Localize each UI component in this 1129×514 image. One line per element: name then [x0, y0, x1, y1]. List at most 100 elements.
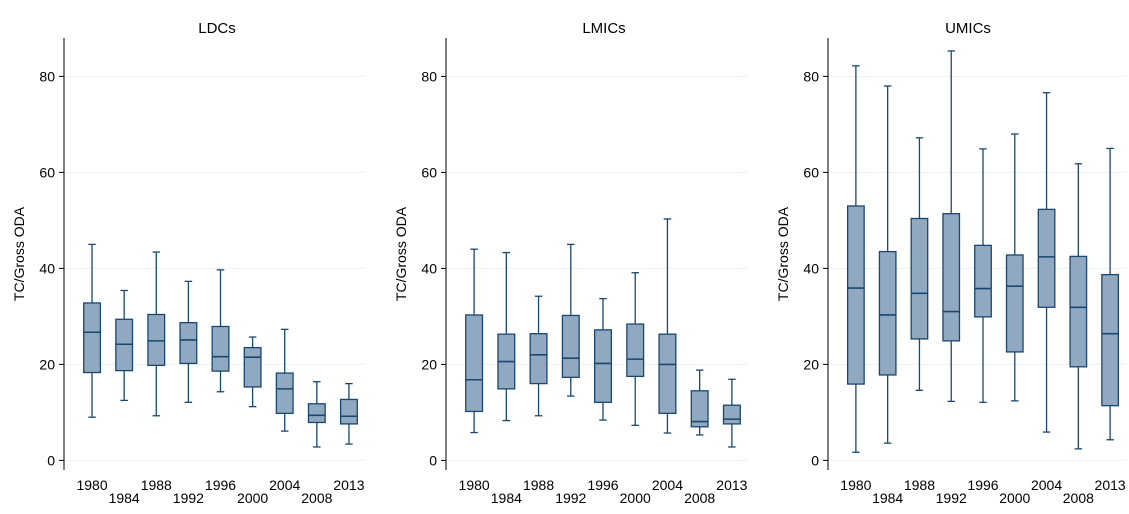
box-2000 [1005, 133, 1024, 402]
iqr-box [1101, 273, 1120, 407]
y-tick-label: 0 [429, 452, 437, 468]
y-tick-label: 40 [39, 260, 55, 276]
box-1988 [529, 295, 548, 417]
iqr-box [179, 321, 198, 365]
iqr-box [275, 372, 294, 415]
box-2004 [658, 218, 677, 434]
box-1992 [561, 243, 580, 397]
x-tick-label: 2013 [333, 477, 364, 493]
x-tick-label: 2008 [301, 490, 332, 506]
y-tick-label: 60 [421, 164, 437, 180]
box-2008 [307, 381, 326, 448]
box-1984 [878, 85, 897, 444]
x-tick-label: 1988 [523, 477, 554, 493]
iqr-box [846, 205, 865, 385]
x-tick-label: 1992 [936, 490, 967, 506]
x-tick-label: 1996 [205, 477, 236, 493]
x-tick-label: 1992 [555, 490, 586, 506]
box-1988 [910, 137, 929, 391]
y-tick-label: 20 [39, 356, 55, 372]
y-tick-label: 80 [421, 68, 437, 84]
y-tick-label: 0 [47, 452, 55, 468]
y-axis-label: TC/Gross ODA [393, 206, 409, 301]
x-tick-label: 2013 [716, 477, 747, 493]
iqr-box [529, 333, 548, 385]
x-tick-label: 1988 [141, 477, 172, 493]
x-tick-label: 2000 [999, 490, 1030, 506]
y-axis-label: TC/Gross ODA [11, 206, 27, 301]
iqr-box [690, 390, 709, 428]
box-1992 [179, 280, 198, 403]
x-tick-label: 2000 [237, 490, 268, 506]
iqr-box [561, 314, 580, 379]
box-2000 [243, 336, 262, 408]
box-1980 [846, 65, 865, 453]
iqr-box [722, 404, 741, 425]
box-2013 [722, 378, 741, 448]
y-tick-label: 20 [421, 356, 437, 372]
x-tick-label: 1984 [872, 490, 903, 506]
panel-title: UMICs [945, 20, 991, 37]
iqr-box [1069, 255, 1088, 368]
panel-lmics: LMICs TC/Gross ODA 0 20 40 60 80 19801984198819… [393, 20, 748, 506]
y-tick-label: 20 [803, 356, 819, 372]
box-1996 [593, 297, 613, 421]
box-1996 [211, 269, 230, 393]
box-2000 [626, 272, 645, 427]
box-1980 [83, 243, 102, 418]
box-2013 [1101, 147, 1120, 441]
iqr-box [974, 244, 992, 318]
box-1988 [147, 251, 166, 417]
y-axis-label: TC/Gross ODA [775, 206, 791, 301]
iqr-box [147, 313, 166, 367]
box-2008 [690, 369, 709, 436]
box-2004 [275, 328, 294, 432]
box-1992 [942, 50, 961, 403]
x-tick-label: 1996 [967, 477, 998, 493]
y-tick-label: 60 [39, 164, 55, 180]
x-tick-label: 1980 [840, 477, 871, 493]
iqr-box [339, 398, 358, 425]
iqr-box [910, 217, 929, 340]
iqr-box [942, 213, 961, 342]
y-tick-label: 60 [803, 164, 819, 180]
y-tick-label: 40 [803, 260, 819, 276]
x-tick-label: 1992 [173, 490, 204, 506]
box-2013 [339, 382, 358, 445]
y-tick-label: 80 [39, 68, 55, 84]
x-tick-label: 2004 [652, 477, 683, 493]
iqr-box [211, 325, 230, 372]
iqr-box [1037, 208, 1056, 308]
x-tick-label: 1984 [491, 490, 522, 506]
box-1984 [115, 289, 134, 402]
iqr-box [243, 346, 262, 388]
iqr-box [83, 302, 102, 374]
x-tick-label: 2004 [1031, 477, 1062, 493]
x-tick-label: 1984 [109, 490, 140, 506]
x-tick-label: 1988 [904, 477, 935, 493]
x-tick-label: 2008 [1063, 490, 1094, 506]
x-tick-label: 2000 [620, 490, 651, 506]
x-tick-label: 2008 [684, 490, 715, 506]
box-1980 [465, 248, 484, 434]
x-tick-label: 1980 [459, 477, 490, 493]
iqr-box [307, 403, 326, 424]
iqr-box [878, 250, 897, 376]
iqr-box [626, 323, 645, 378]
y-tick-label: 40 [421, 260, 437, 276]
box-2008 [1069, 163, 1088, 450]
x-tick-label: 2013 [1095, 477, 1126, 493]
panel-title: LMICs [582, 20, 625, 37]
box-1984 [497, 251, 516, 422]
box-2004 [1037, 92, 1056, 433]
iqr-box [1005, 254, 1024, 353]
iqr-box [465, 314, 484, 413]
x-tick-label: 2004 [269, 477, 300, 493]
x-tick-label: 1980 [76, 477, 107, 493]
y-tick-label: 80 [803, 68, 819, 84]
panel-title: LDCs [198, 20, 236, 37]
